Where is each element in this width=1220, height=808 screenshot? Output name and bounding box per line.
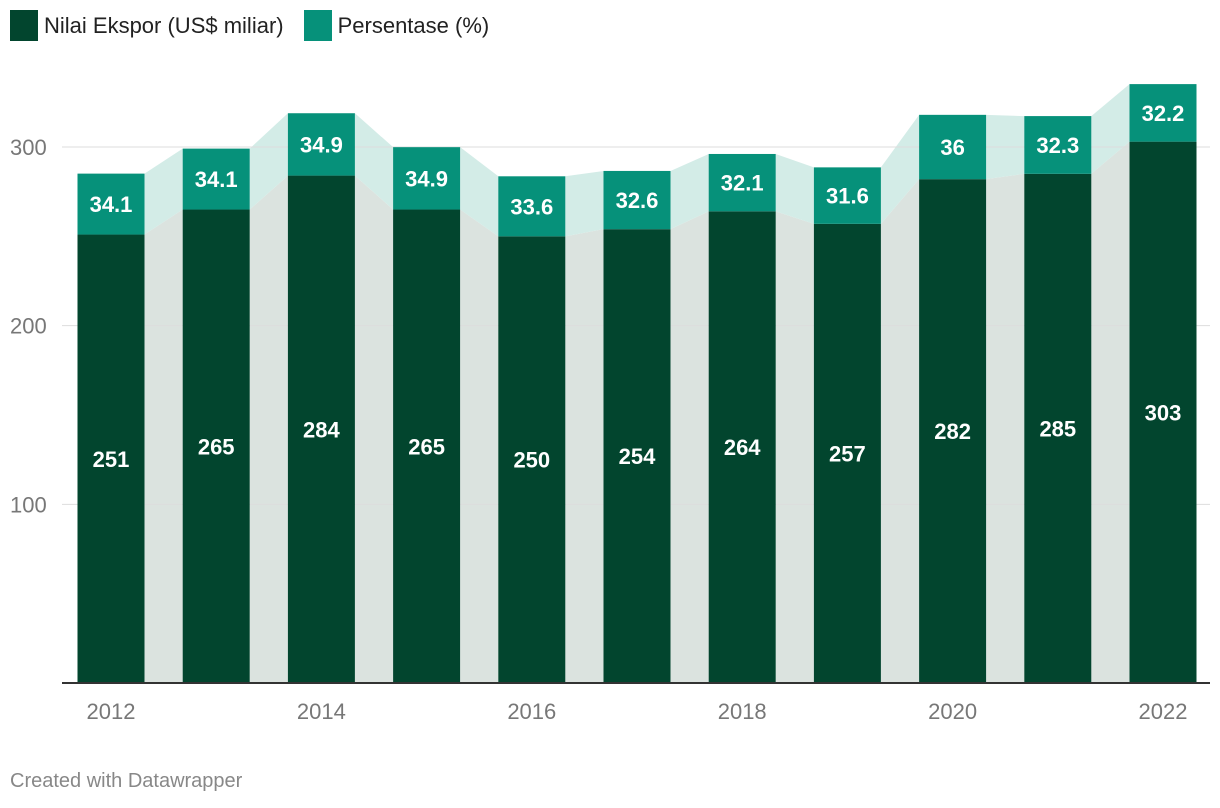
percent-label-2014: 34.9: [300, 132, 343, 157]
percent-label-2012: 34.1: [90, 192, 133, 217]
percent-connector-area: [565, 170, 604, 237]
legend: Nilai Ekspor (US$ miliar) Persentase (%): [10, 10, 509, 41]
x-tick-label-2012: 2012: [87, 699, 136, 724]
y-tick-label: 100: [10, 492, 47, 517]
value-label-2018: 264: [724, 435, 761, 460]
connector-areas: [144, 84, 1130, 684]
value-connector-area: [565, 229, 604, 684]
legend-item-percentage: Persentase (%): [303, 10, 490, 41]
percent-label-2017: 32.6: [616, 188, 659, 213]
percent-label-2013: 34.1: [195, 167, 238, 192]
bar-percentage-2013: [182, 148, 250, 210]
bar-percentage-2014: [287, 113, 355, 176]
percent-connector-area: [249, 113, 288, 210]
bar-percentage-2015: [393, 147, 461, 210]
value-connector-area: [880, 179, 920, 683]
percent-connector-area: [775, 153, 814, 224]
value-label-2012: 251: [93, 447, 130, 472]
legend-item-export-value: Nilai Ekspor (US$ miliar): [10, 10, 284, 41]
value-connector-area: [144, 209, 183, 684]
bar-percentage-2016: [498, 176, 566, 237]
x-tick-label-2014: 2014: [297, 699, 346, 724]
bar-percentage-2021: [1024, 116, 1092, 174]
bar-percentage-2019: [813, 167, 881, 224]
percent-label-2015: 34.9: [405, 166, 448, 191]
value-label-2013: 265: [198, 434, 235, 459]
bar-export-value-2014: [287, 175, 355, 683]
value-connector-area: [1091, 141, 1130, 683]
x-axis: 2012 2014 2016 2018 2020 2022: [62, 682, 1210, 724]
legend-label-export-value: Nilai Ekspor (US$ miliar): [44, 12, 284, 38]
percent-connector-area: [144, 148, 183, 235]
value-label-2020: 282: [934, 419, 971, 444]
value-label-2019: 257: [829, 441, 866, 466]
value-connector-area: [249, 175, 288, 683]
bar-export-value-2013: [182, 209, 250, 684]
value-label-2021: 285: [1039, 416, 1076, 441]
bar-labels: 251 34.1 265 34.1 284 34.9 265 34.9 250 33.6 254 32…: [90, 101, 1185, 473]
bar-percentage-2020: [919, 114, 987, 180]
x-tick-label-2022: 2022: [1139, 699, 1188, 724]
bar-export-value-2022: [1129, 141, 1197, 683]
legend-swatch-export-value: [10, 10, 38, 41]
legend-label-percentage: Persentase (%): [337, 12, 490, 38]
percent-connector-area: [1091, 84, 1130, 174]
percent-connector-area: [880, 114, 920, 224]
y-tick-label: 300: [10, 135, 47, 160]
bar-export-value-2020: [919, 179, 987, 683]
bars: [77, 84, 1197, 684]
value-label-2015: 265: [408, 434, 445, 459]
percent-label-2016: 33.6: [510, 194, 553, 219]
percent-label-2022: 32.2: [1142, 101, 1185, 126]
value-label-2022: 303: [1145, 400, 1182, 425]
value-connector-area: [354, 175, 394, 683]
y-tick-label: 200: [10, 314, 47, 339]
percent-label-2021: 32.3: [1036, 133, 1079, 158]
credit-text: Created with Datawrapper: [10, 770, 243, 792]
percent-connector-area: [354, 113, 394, 210]
bar-export-value-2019: [813, 223, 881, 683]
percent-label-2019: 31.6: [826, 184, 869, 209]
percent-label-2020: 36: [940, 135, 964, 160]
value-connector-area: [775, 211, 814, 683]
value-label-2017: 254: [619, 444, 656, 469]
x-tick-label-2018: 2018: [718, 699, 767, 724]
percent-connector-area: [670, 153, 709, 230]
bar-export-value-2016: [498, 236, 566, 684]
bar-percentage-2018: [708, 153, 776, 212]
bar-percentage-2022: [1129, 84, 1197, 142]
x-tick-label-2016: 2016: [507, 699, 556, 724]
bar-export-value-2021: [1024, 173, 1092, 684]
percent-connector-area: [460, 147, 499, 237]
value-label-2016: 250: [513, 448, 550, 473]
value-connector-area: [986, 173, 1025, 684]
percent-label-2018: 32.1: [721, 171, 764, 196]
value-connector-area: [460, 209, 499, 684]
value-label-2014: 284: [303, 417, 340, 442]
bar-export-value-2018: [708, 211, 776, 683]
bar-export-value-2015: [393, 209, 461, 684]
bar-export-value-2017: [603, 229, 671, 684]
bar-percentage-2012: [77, 173, 145, 235]
legend-swatch-percentage: [303, 10, 332, 41]
bar-export-value-2012: [77, 234, 145, 683]
bar-percentage-2017: [603, 170, 671, 230]
value-connector-area: [670, 211, 709, 683]
x-tick-label-2020: 2020: [928, 699, 977, 724]
